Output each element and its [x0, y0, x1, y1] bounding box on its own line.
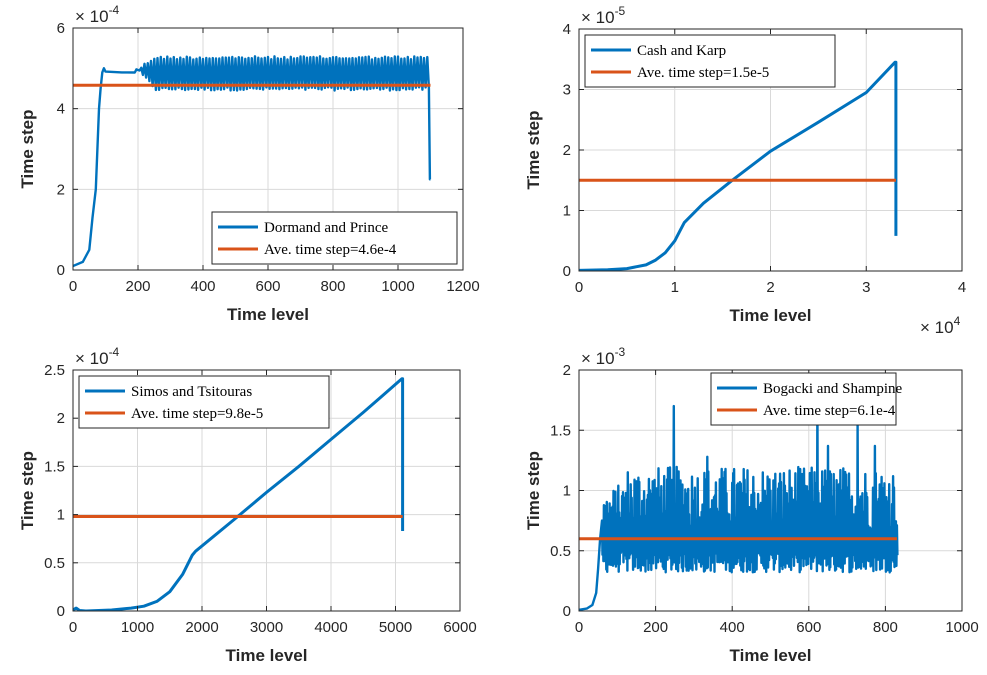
y-tick-label: 2: [563, 142, 571, 159]
chart-panel-4: 0 200 400 600 800 1000 0 0.5 1 1.5 2 Time level Time…: [524, 345, 979, 665]
legend-entry-label: Ave. time step=4.6e-4: [264, 242, 397, 258]
x-tick-label: 400: [720, 619, 745, 636]
x-tick-label: 3: [862, 279, 870, 296]
y-axis-label: Time step: [18, 109, 37, 188]
x-tick-label: 1200: [446, 278, 479, 295]
x-tick-label: 4000: [314, 619, 347, 636]
x-axis-label: Time level: [730, 646, 812, 665]
x-exponent-label: × 104: [920, 314, 961, 337]
x-tick-label: 600: [255, 278, 280, 295]
x-tick-label: 0: [69, 278, 77, 295]
x-axis-label: Time level: [227, 305, 309, 324]
y-exponent-label: × 10-5: [581, 4, 626, 27]
x-tick-label: 0: [575, 279, 583, 296]
legend-entry-label: Dormand and Prince: [264, 220, 388, 236]
y-exponent-label: × 10-4: [75, 3, 120, 26]
legend-box: [584, 34, 836, 88]
x-axis-label: Time level: [226, 646, 308, 665]
legend-entry-label: Simos and Tsitouras: [131, 384, 252, 400]
x-tick-label: 1000: [945, 619, 978, 636]
legend-entry-label: Cash and Karp: [637, 43, 726, 59]
y-axis-label: Time step: [18, 451, 37, 530]
y-exponent-label: × 10-3: [581, 345, 626, 368]
legend-entry-label: Ave. time step=9.8e-5: [131, 406, 263, 422]
x-tick-label: 2000: [185, 619, 218, 636]
y-tick-label: 0: [563, 263, 571, 280]
y-tick-label: 2: [57, 410, 65, 427]
x-tick-label: 6000: [443, 619, 476, 636]
chart-panel-2: 0 1 2 3 4 0 1 2 3 4 Time level Time step × 10-5 × 104…: [524, 4, 966, 337]
legend-entry-label: Ave. time step=1.5e-5: [637, 65, 769, 81]
x-axis-label: Time level: [730, 306, 812, 325]
y-tick-label: 0.5: [44, 555, 65, 572]
y-tick-label: 1: [563, 483, 571, 500]
x-tick-label: 800: [320, 278, 345, 295]
y-tick-label: 2: [563, 362, 571, 379]
y-tick-label: 0: [57, 603, 65, 620]
legend-box: [710, 372, 897, 426]
y-axis-label: Time step: [524, 451, 543, 530]
x-tick-label: 0: [575, 619, 583, 636]
y-tick-label: 1: [57, 507, 65, 524]
series-group: [579, 398, 899, 611]
x-tick-label: 600: [796, 619, 821, 636]
x-tick-label: 2: [766, 279, 774, 296]
x-tick-label: 1000: [381, 278, 414, 295]
chart-panel-3: 0 1000 2000 3000 4000 5000 6000 0 0.5 1 1.5 2 2.5 Tim…: [18, 345, 477, 665]
y-axis-label: Time step: [524, 110, 543, 189]
x-tick-label: 5000: [379, 619, 412, 636]
x-tick-label: 200: [643, 619, 668, 636]
x-tick-label: 3000: [250, 619, 283, 636]
x-tick-label: 200: [125, 278, 150, 295]
y-tick-label: 6: [57, 20, 65, 37]
y-tick-label: 0: [57, 262, 65, 279]
legend-entry-label: Bogacki and Shampine: [763, 381, 902, 397]
x-tick-label: 1000: [121, 619, 154, 636]
x-tick-label: 400: [190, 278, 215, 295]
legend: Cash and Karp Ave. time step=1.5e-5: [584, 34, 836, 88]
x-tick-label: 0: [69, 619, 77, 636]
x-tick-label: 4: [958, 279, 966, 296]
series-group: [73, 55, 432, 268]
x-tick-label: 1: [671, 279, 679, 296]
series-group: [579, 60, 898, 271]
y-tick-label: 4: [57, 101, 65, 118]
y-tick-label: 4: [563, 21, 571, 38]
y-tick-label: 3: [563, 82, 571, 99]
series-line-bogacki-and-shampine: [579, 398, 899, 611]
legend-entry-label: Ave. time step=6.1e-4: [763, 403, 896, 419]
series-line-cash-and-karp: [579, 60, 898, 271]
x-tick-label: 800: [873, 619, 898, 636]
y-tick-label: 1.5: [44, 458, 65, 475]
y-tick-label: 0.5: [550, 543, 571, 560]
series-line-dormand-and-prince: [73, 55, 432, 268]
y-tick-label: 1.5: [550, 422, 571, 439]
legend-box: [78, 375, 330, 429]
y-tick-label: 0: [563, 603, 571, 620]
y-tick-label: 2: [57, 181, 65, 198]
chart-panel-1: 0 200 400 600 800 1000 1200 0 2 4 6 Time level Time …: [18, 3, 480, 324]
legend-box: [211, 211, 458, 265]
legend: Simos and Tsitouras Ave. time step=9.8e-5: [78, 375, 330, 429]
y-exponent-label: × 10-4: [75, 345, 120, 368]
legend: Dormand and Prince Ave. time step=4.6e-4: [211, 211, 458, 265]
y-tick-label: 2.5: [44, 362, 65, 379]
y-tick-label: 1: [563, 203, 571, 220]
legend: Bogacki and Shampine Ave. time step=6.1e-…: [710, 372, 902, 426]
